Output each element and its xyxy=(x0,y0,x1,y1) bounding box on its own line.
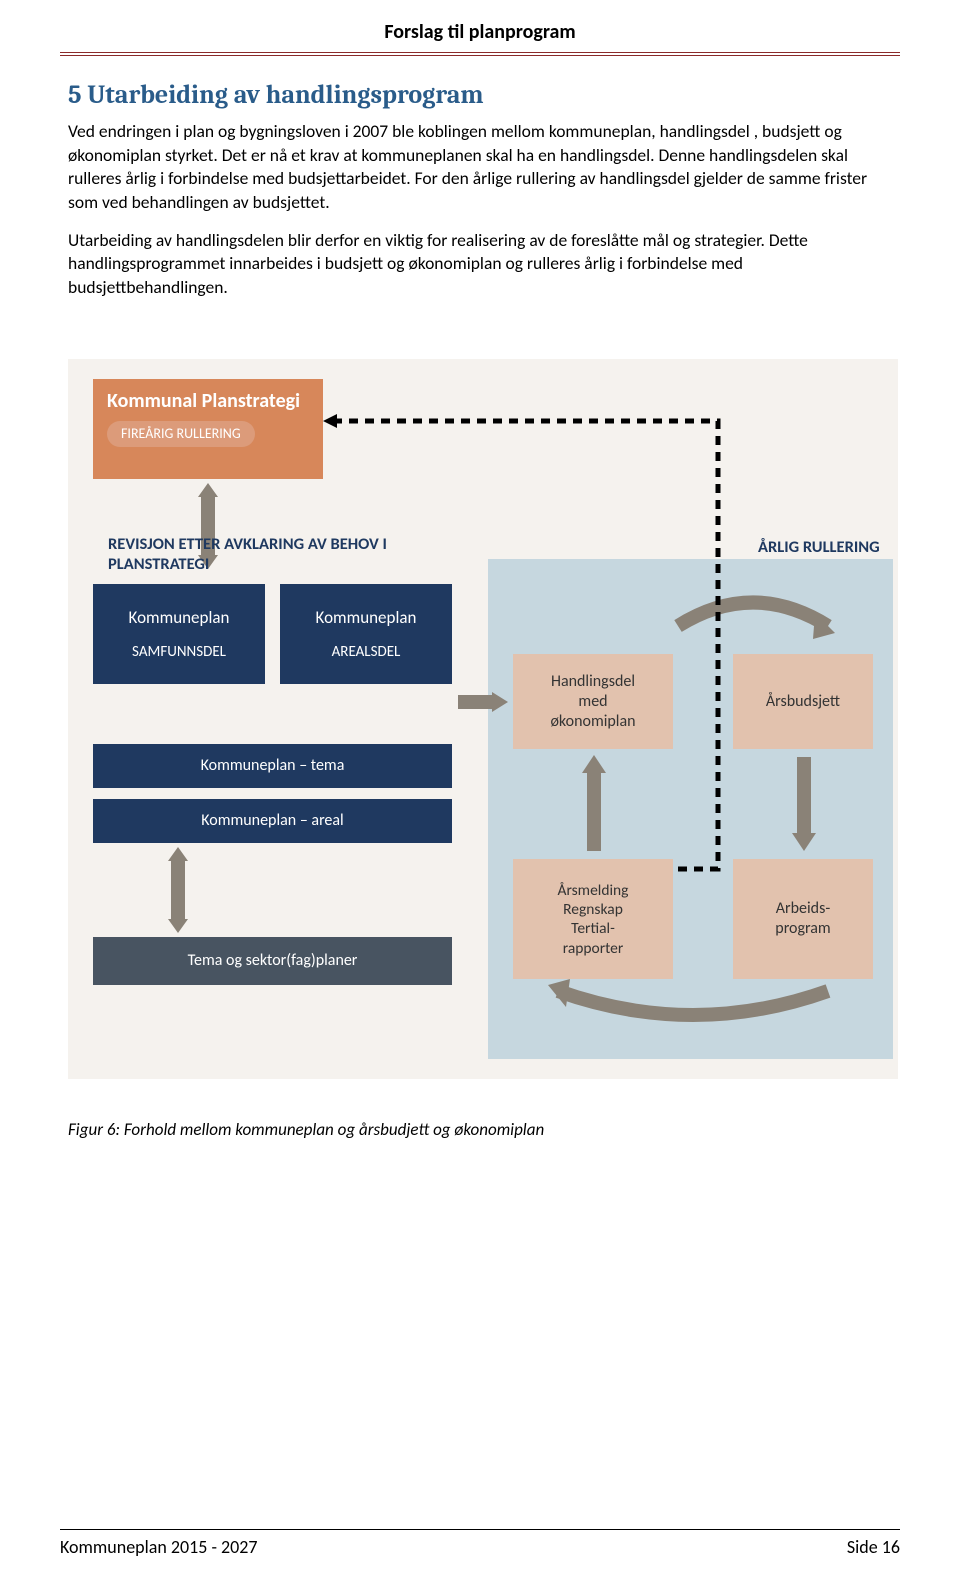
feedback-dashed-arrow xyxy=(323,409,743,879)
arrow-tema-sektor xyxy=(158,845,198,935)
node-planstrategi: Kommunal Planstrategi FIREÅRIG RULLERING xyxy=(93,379,323,479)
page-content: 5 Utarbeiding av handlingsprogram Ved en… xyxy=(0,56,960,1140)
node-sektor: Tema og sektor(fag)planer xyxy=(93,937,452,985)
footer-left: Kommuneplan 2015 - 2027 xyxy=(60,1536,258,1558)
node-aarsbudsjett: Årsbudsjett xyxy=(733,654,873,749)
flowchart-diagram: Kommunal Planstrategi FIREÅRIG RULLERING… xyxy=(68,359,898,1079)
planstrategi-title: Kommunal Planstrategi xyxy=(107,389,300,413)
cycle-arrow-bottom xyxy=(538,979,848,1049)
page-header: Forslag til planprogram xyxy=(60,0,900,56)
header-title: Forslag til planprogram xyxy=(384,20,575,44)
node-arbeidsprogram: Arbeids- program xyxy=(733,859,873,979)
cycle-arrow-right-down xyxy=(786,751,822,857)
section-heading: 5 Utarbeiding av handlingsprogram xyxy=(68,80,892,110)
label-aarlig: ÅRLIG RULLERING xyxy=(758,537,880,557)
paragraph-2: Utarbeiding av handlingsdelen blir derfo… xyxy=(68,229,892,300)
planstrategi-pill: FIREÅRIG RULLERING xyxy=(107,421,255,447)
page-footer: Kommuneplan 2015 - 2027 Side 16 xyxy=(60,1529,900,1558)
figure-caption: Figur 6: Forhold mellom kommuneplan og å… xyxy=(68,1119,892,1140)
footer-right: Side 16 xyxy=(847,1536,900,1558)
node-samfunnsdel: Kommuneplan SAMFUNNSDEL xyxy=(93,584,265,684)
paragraph-1: Ved endringen i plan og bygningsloven i … xyxy=(68,120,892,215)
